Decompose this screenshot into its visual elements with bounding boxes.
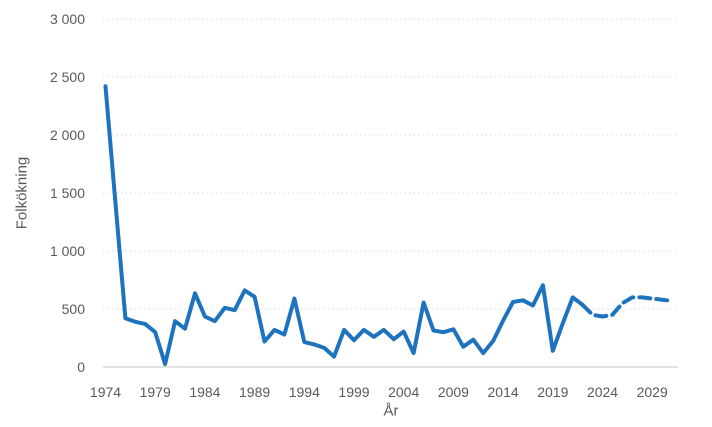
y-tick-label: 0 <box>77 359 85 375</box>
series-folkokning-utfall <box>103 84 585 367</box>
x-tick-label: 1989 <box>239 384 270 400</box>
y-axis-title: Folkökning <box>13 156 31 230</box>
x-tick-label: 1999 <box>338 384 369 400</box>
x-tick-label: 1974 <box>90 384 121 400</box>
x-axis-title: År <box>383 402 399 420</box>
y-tick-label: 500 <box>62 301 86 317</box>
x-tick-label: 1994 <box>289 384 320 400</box>
x-tick-label: 1979 <box>140 384 171 400</box>
x-tick-label: 2014 <box>488 384 519 400</box>
y-tick-label: 2 500 <box>50 69 85 85</box>
x-tick-label: 2019 <box>537 384 568 400</box>
x-tick-label: 2004 <box>388 384 419 400</box>
x-tick-label: 2024 <box>587 384 618 400</box>
y-tick-label: 1 500 <box>50 185 85 201</box>
x-tick-label: 2009 <box>438 384 469 400</box>
y-tick-label: 3 000 <box>50 11 85 27</box>
series-folkokning-prognos <box>580 295 675 319</box>
x-tick-label: 2029 <box>637 384 668 400</box>
y-tick-label: 1 000 <box>50 243 85 259</box>
y-tick-label: 2 000 <box>50 127 85 143</box>
x-tick-label: 1984 <box>189 384 220 400</box>
